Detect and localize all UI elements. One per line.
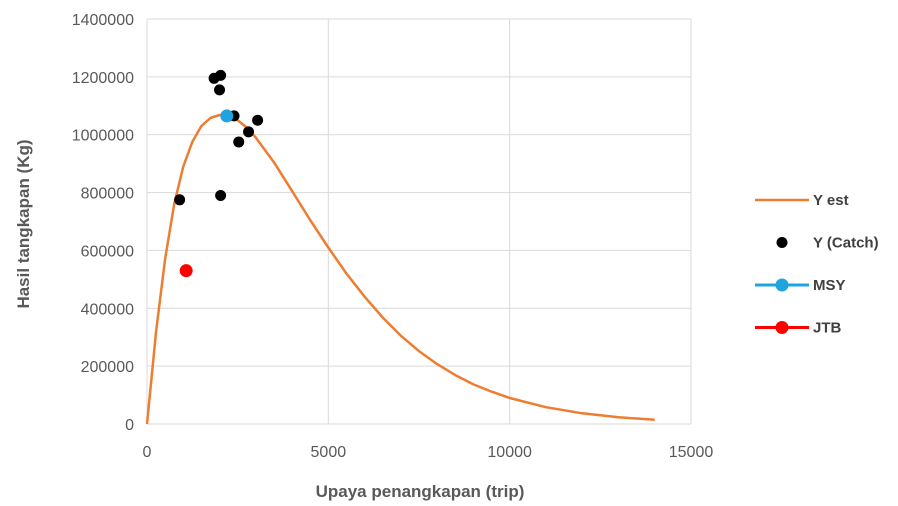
- y-tick-label: 800000: [81, 186, 134, 203]
- y-tick-label: 600000: [81, 243, 134, 260]
- data-point-y-catch: [174, 194, 186, 206]
- grid-lines: [146, 18, 692, 425]
- y-axis-tick-labels: 0 200000 400000 600000 800000 1000000 1200000 1…: [72, 12, 134, 434]
- y-tick-label: 0: [125, 417, 134, 434]
- x-axis-title: Upaya penangkapan (trip): [316, 482, 525, 501]
- y-axis-title: Hasil tangkapan (Kg): [14, 139, 33, 308]
- data-point-y-catch: [233, 136, 245, 148]
- legend-item: MSY: [755, 277, 846, 294]
- x-tick-label: 15000: [669, 444, 714, 461]
- legend-item: Y (Catch): [776, 235, 879, 252]
- legend-item: JTB: [755, 320, 842, 337]
- legend-label: MSY: [813, 277, 846, 294]
- legend-swatch-marker: [775, 321, 789, 334]
- legend-swatch-marker: [776, 237, 788, 248]
- y-tick-label: 1400000: [72, 12, 134, 29]
- legend-swatch-marker: [775, 278, 789, 292]
- data-point-jtb: [179, 264, 193, 278]
- y-tick-label: 400000: [81, 301, 134, 318]
- data-point-y-catch: [215, 69, 227, 81]
- series-line-y-est: [145, 113, 655, 425]
- x-tick-label: 0: [143, 444, 152, 461]
- data-point-y-catch: [214, 84, 226, 96]
- data-point-y-catch: [215, 189, 227, 201]
- legend-label: Y est: [813, 192, 849, 209]
- y-tick-label: 1200000: [72, 70, 134, 87]
- y-tick-label: 1000000: [72, 128, 134, 145]
- legend-item: Y est: [755, 192, 849, 209]
- data-point-y-catch: [243, 126, 255, 138]
- data-point-msy: [220, 109, 234, 123]
- x-tick-label: 10000: [487, 444, 532, 461]
- y-tick-label: 200000: [81, 359, 134, 376]
- legend: Y est Y (Catch) MSY JTB: [755, 192, 879, 337]
- x-tick-label: 5000: [311, 444, 347, 461]
- legend-label: Y (Catch): [813, 235, 879, 252]
- legend-label: JTB: [813, 320, 842, 337]
- x-axis-tick-labels: 0 5000 10000 15000: [143, 444, 714, 461]
- plot-area: [145, 69, 655, 425]
- data-point-y-catch: [252, 114, 264, 126]
